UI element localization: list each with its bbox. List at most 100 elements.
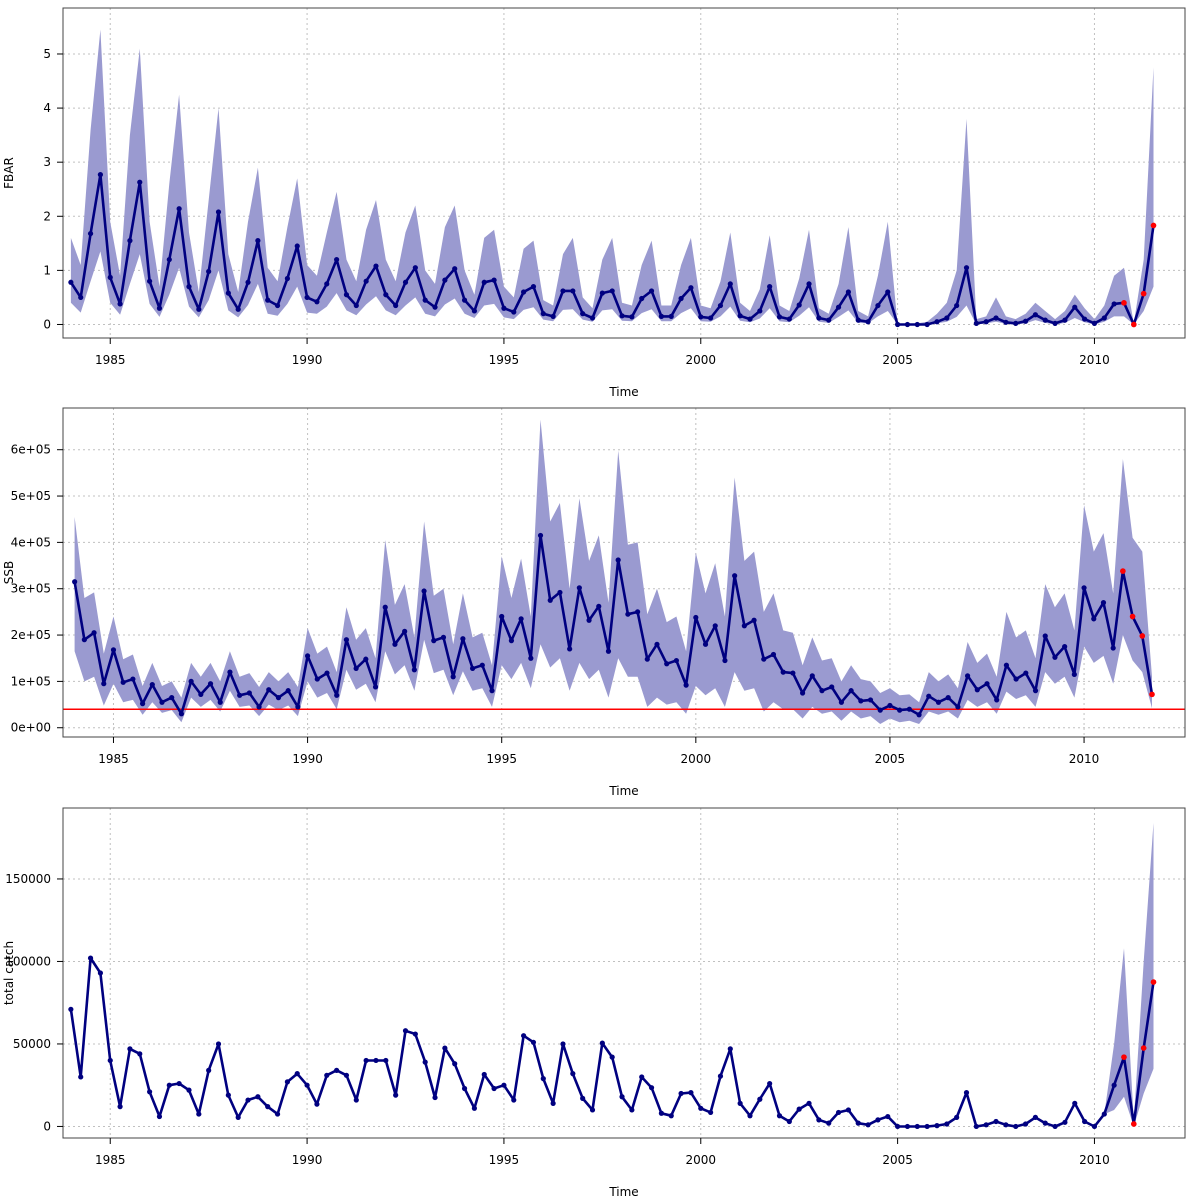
data-point	[156, 1113, 163, 1120]
data-point	[629, 314, 635, 320]
data-point	[658, 313, 665, 319]
y-tick-label: 0e+00	[11, 721, 51, 735]
data-point	[786, 1118, 792, 1125]
y-axis-label: SSB	[2, 561, 16, 584]
data-point	[1023, 670, 1029, 676]
data-point	[688, 285, 694, 291]
data-point	[994, 697, 1000, 703]
data-point	[149, 682, 155, 688]
data-point	[412, 1031, 418, 1037]
data-point	[215, 1041, 222, 1047]
data-point	[609, 288, 615, 294]
data-point	[944, 315, 950, 321]
data-point	[206, 268, 212, 275]
data-point	[97, 172, 103, 178]
data-point	[68, 1006, 74, 1012]
data-point	[865, 319, 871, 325]
data-point	[877, 707, 883, 713]
projection-point	[1150, 222, 1157, 229]
data-point	[668, 1113, 674, 1119]
data-point	[727, 281, 733, 287]
data-point	[469, 665, 476, 672]
data-point	[284, 1079, 290, 1085]
data-point	[393, 302, 399, 309]
y-tick-label: 1e+05	[11, 674, 51, 688]
data-point	[207, 681, 214, 687]
data-point	[732, 573, 738, 579]
data-point	[499, 613, 505, 620]
x-tick-label: 2010	[1079, 1153, 1110, 1167]
data-point	[615, 557, 621, 563]
data-point	[432, 304, 438, 310]
data-point	[1101, 1111, 1107, 1117]
data-point	[235, 1114, 241, 1120]
data-point	[471, 308, 477, 314]
y-tick-label: 1	[43, 263, 51, 277]
data-point	[382, 604, 388, 610]
data-point	[422, 297, 428, 303]
data-point	[225, 290, 231, 296]
data-point	[1091, 1123, 1098, 1130]
data-point	[117, 1104, 123, 1110]
data-point	[72, 579, 78, 585]
data-point	[196, 306, 202, 312]
data-point	[904, 321, 911, 328]
data-point	[324, 670, 330, 676]
data-point	[285, 688, 291, 694]
series-line	[69, 956, 1155, 1128]
data-point	[314, 676, 320, 682]
data-point	[402, 628, 408, 634]
data-point	[916, 712, 922, 718]
data-point	[737, 1100, 743, 1106]
data-point	[225, 1092, 231, 1098]
data-point	[747, 1113, 753, 1119]
data-point	[790, 670, 796, 676]
data-point	[78, 1074, 84, 1080]
data-point	[68, 279, 74, 285]
data-point	[887, 702, 893, 709]
plot-frame	[62, 807, 1186, 1139]
data-point	[708, 1109, 714, 1116]
x-axis-label: Time	[608, 385, 638, 399]
data-point	[727, 1046, 733, 1052]
data-point	[963, 1090, 970, 1096]
data-point	[452, 1061, 458, 1067]
data-point	[747, 316, 753, 322]
data-point	[521, 1033, 527, 1039]
data-point	[570, 1071, 576, 1077]
data-point	[639, 1074, 645, 1080]
data-point	[993, 315, 999, 321]
data-point	[1062, 317, 1068, 323]
data-point	[954, 1114, 960, 1120]
data-point	[245, 1097, 251, 1103]
data-point	[826, 317, 832, 323]
data-point	[698, 1105, 704, 1111]
data-point	[1091, 320, 1098, 326]
data-point	[757, 1096, 763, 1102]
data-point	[712, 623, 718, 629]
data-point	[159, 699, 165, 705]
data-point	[906, 706, 912, 712]
confidence-band	[70, 822, 1154, 1127]
data-point	[1052, 320, 1058, 326]
data-point	[668, 313, 674, 319]
data-point	[117, 301, 123, 307]
data-point	[393, 1092, 399, 1098]
data-point	[383, 1057, 389, 1064]
panel-2: 1985 1990 1995 2000 2005 2010 0e+00 1e+05 2e+05 3…	[2, 407, 1186, 798]
data-point	[479, 662, 485, 668]
data-point	[265, 297, 271, 303]
data-point	[1042, 633, 1048, 639]
data-point	[560, 288, 566, 294]
data-point	[383, 292, 389, 298]
data-point	[944, 1121, 950, 1127]
data-point	[658, 1110, 665, 1116]
data-point	[984, 681, 990, 687]
y-tick-label: 3e+05	[11, 582, 51, 596]
data-point	[786, 316, 792, 322]
data-point	[875, 302, 881, 309]
data-point	[440, 634, 447, 640]
data-point	[819, 688, 825, 694]
y-tick-label: 150000	[5, 872, 51, 886]
